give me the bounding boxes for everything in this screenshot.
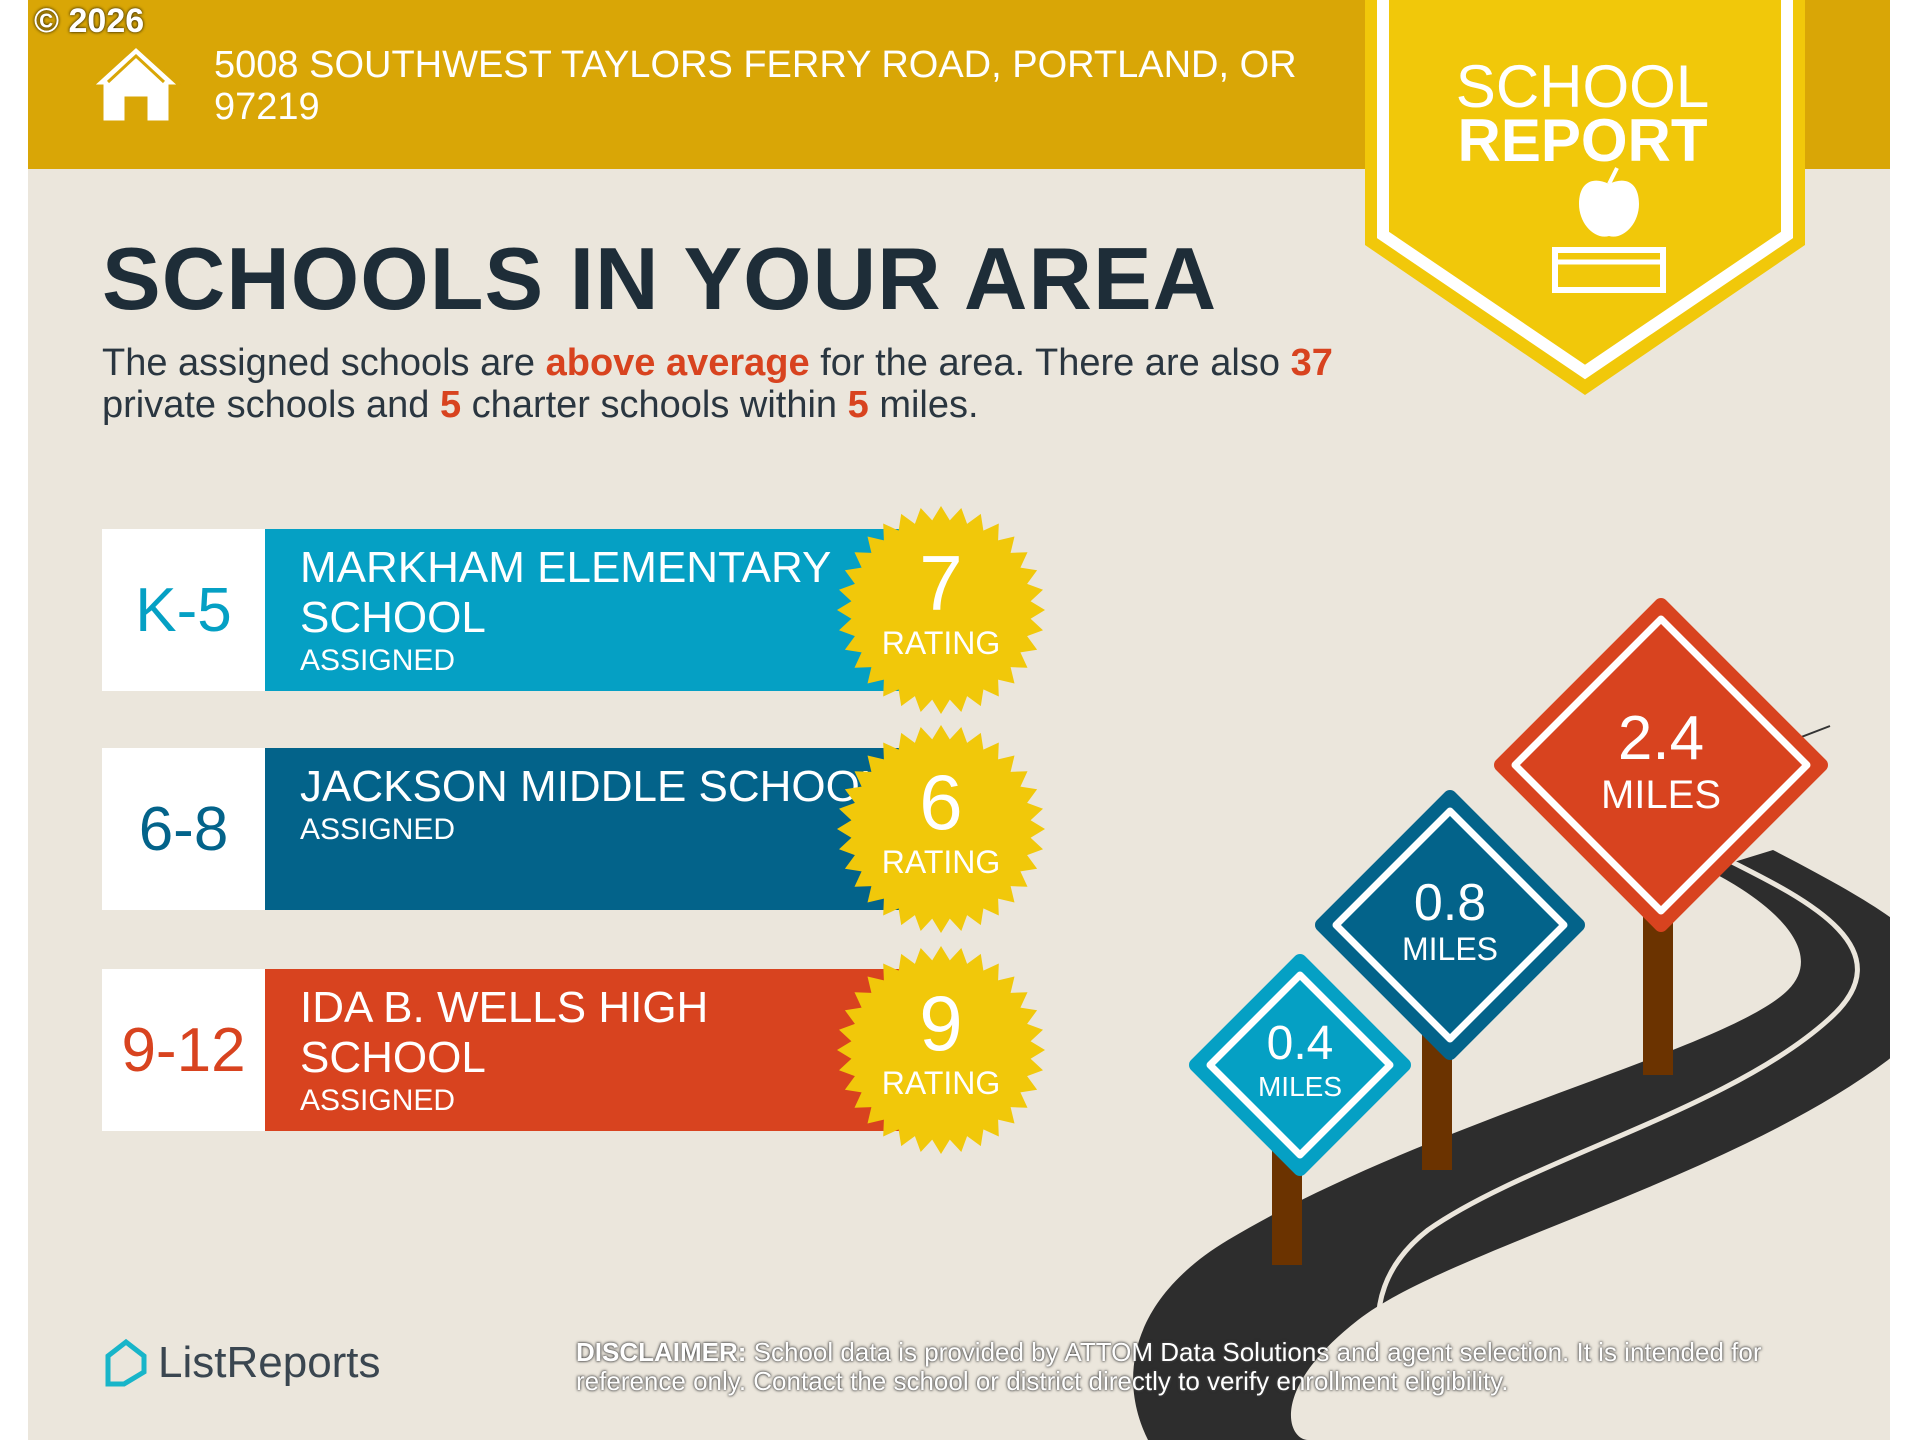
grade-range: 6-8 [102, 748, 265, 910]
sign-label: 0.8 MILES [1322, 873, 1578, 969]
summary-text: The assigned schools are above average f… [102, 342, 1362, 426]
summary-part: The assigned schools are [102, 342, 546, 384]
apple-on-book-icon [1552, 167, 1666, 293]
grade-range: 9-12 [102, 969, 265, 1131]
school-name: IDA B. WELLS HIGH SCHOOL [300, 983, 709, 1082]
school-status: ASSIGNED [300, 1084, 456, 1117]
road-line [1375, 857, 1860, 1440]
school-info: MARKHAM ELEMENTARY SCHOOL ASSIGNED [265, 529, 905, 691]
summary-part: charter schools within [461, 384, 848, 426]
road-illustration [1133, 598, 1890, 1440]
school-report-badge [1365, 0, 1805, 395]
sign-label: 2.4 MILES [1501, 706, 1821, 819]
badge-line1: SCHOOL [1455, 53, 1710, 120]
sign-distance: 0.8 [1413, 873, 1487, 932]
school-info: IDA B. WELLS HIGH SCHOOL ASSIGNED [265, 969, 905, 1131]
school-row: 6-8 JACKSON MIDDLE SCHOOL ASSIGNED 6 RAT… [102, 725, 1082, 933]
private-count: 37 [1290, 342, 1333, 384]
property-address: 5008 SOUTHWEST TAYLORS FERRY ROAD, PORTL… [214, 44, 1297, 128]
rating-value: 7 [919, 539, 963, 627]
grade-range: K-5 [102, 529, 265, 691]
rating-value: 9 [919, 979, 963, 1067]
rating-value: 6 [919, 758, 963, 846]
school-report-page: © 2026 5008 SOUTHWEST TAYLORS FERRY ROAD… [28, 0, 1890, 1440]
sign-label: 0.4 MILES [1196, 1017, 1404, 1103]
summary-part: private schools and [102, 384, 440, 426]
radius-miles: 5 [847, 384, 869, 426]
summary-highlight: above average [545, 342, 810, 384]
rating-seal [837, 946, 1045, 1154]
disclaimer-label: DISCLAIMER: [576, 1337, 747, 1367]
sign-distance: 2.4 [1617, 704, 1705, 774]
school-info: JACKSON MIDDLE SCHOOL ASSIGNED [265, 748, 905, 910]
rating-label: RATING [881, 625, 1001, 661]
badge-line2: REPORT [1457, 107, 1708, 174]
disclaimer-text: School data is provided by ATTOM Data So… [576, 1337, 1762, 1396]
school-status: ASSIGNED [300, 644, 456, 677]
page-title: SCHOOLS IN YOUR AREA [102, 229, 1218, 328]
school-row: K-5 MARKHAM ELEMENTARY SCHOOL ASSIGNED 7… [102, 506, 1082, 714]
distance-sign [1189, 954, 1411, 1176]
listreports-logo-icon [105, 1338, 147, 1387]
listreports-logo: ListReports [102, 1338, 381, 1388]
rating-seal [837, 506, 1045, 714]
distance-sign [1494, 598, 1828, 932]
summary-part: for the area. There are also [809, 342, 1291, 384]
rating-label: RATING [881, 844, 1001, 880]
road [1133, 850, 1890, 1440]
disclaimer: DISCLAIMER: School data is provided by A… [576, 1338, 1826, 1396]
charter-count: 5 [439, 384, 462, 426]
sign-unit: MILES [1257, 1070, 1343, 1102]
summary-part: miles. [868, 384, 979, 426]
sign-distance: 0.4 [1266, 1017, 1334, 1071]
school-name: MARKHAM ELEMENTARY SCHOOL [300, 543, 831, 642]
school-name: JACKSON MIDDLE SCHOOL [300, 762, 885, 811]
distance-sign [1315, 790, 1585, 1060]
school-row: 9-12 IDA B. WELLS HIGH SCHOOL ASSIGNED 9… [102, 946, 1082, 1154]
school-status: ASSIGNED [300, 813, 456, 846]
house-icon [90, 43, 182, 124]
rating-label: RATING [881, 1065, 1001, 1101]
copyright: © 2026 [34, 2, 145, 40]
sign-unit: MILES [1600, 773, 1722, 818]
logo-text: ListReports [158, 1338, 381, 1387]
sign-unit: MILES [1401, 931, 1499, 968]
rating-seal [837, 725, 1045, 933]
